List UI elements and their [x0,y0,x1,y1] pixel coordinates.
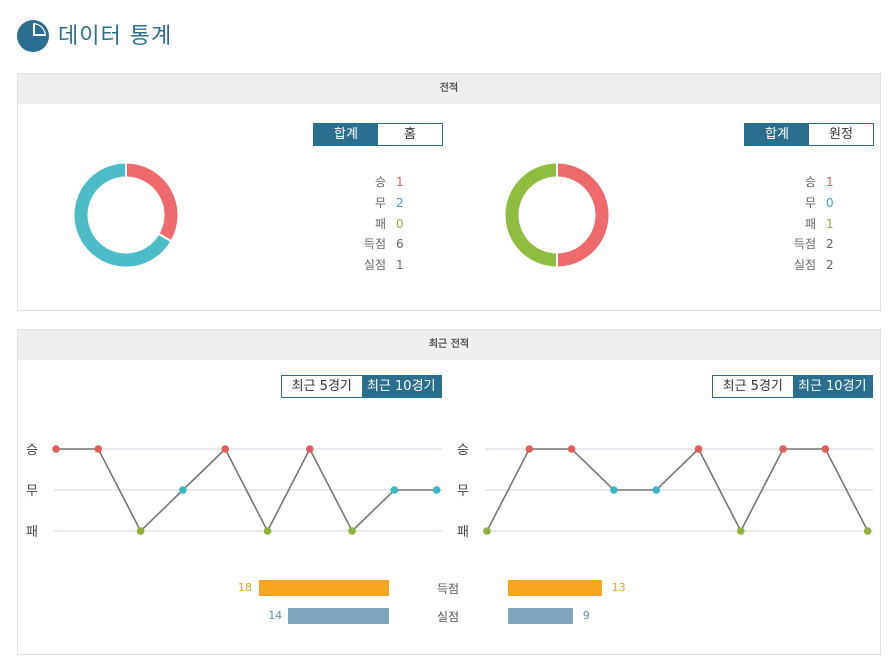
stat-label: 패 [804,217,816,231]
result-line [486,447,869,533]
conceded-label: 실점 [436,610,460,624]
record-panel-title: 전적 [18,74,880,104]
left-scored-bar [259,580,389,596]
right-record-donut [505,163,609,267]
tab-home[interactable]: 홈 [378,124,442,145]
left-record-toggle: 합계 홈 [313,123,443,146]
right-scored-bar [508,580,602,596]
right-record-toggle: 합계 원정 [744,123,874,146]
stat-label: 실점 [793,258,816,272]
left-conceded-bar [288,608,389,624]
result-point [348,527,356,535]
result-point [652,486,660,494]
stat-label: 득점 [793,237,816,251]
result-point [694,445,703,453]
result-point [737,527,745,535]
record-panel: 전적 합계 홈 승 1 무 2 패 0 득점 6 실점 1 [17,73,881,311]
result-line [56,447,437,533]
donut-slice-승 [125,163,178,241]
result-point [779,445,787,453]
right-conceded-value: 9 [582,609,590,622]
right-scored-value: 13 [611,581,626,594]
pie-chart-icon [17,20,49,52]
stat-label: 무 [804,196,816,210]
stat-value: 0 [396,217,404,231]
result-point [483,527,491,535]
recent-panel-title: 최근 전적 [18,330,880,360]
left-recent-toggle: 최근 5경기 최근 10경기 [281,375,442,398]
tab-total[interactable]: 합계 [745,124,809,145]
left-conceded-value: 14 [268,609,283,622]
stat-value: 2 [826,258,834,272]
donut-separator [157,232,173,243]
result-point [525,445,534,453]
stat-value: 1 [396,175,404,189]
right-conceded-bar [508,608,573,624]
tab-last-10[interactable]: 최근 10경기 [361,376,441,397]
y-axis-label: 승 [457,443,469,458]
stat-value: 1 [826,175,834,189]
tab-last-10[interactable]: 최근 10경기 [792,376,872,397]
result-point [94,445,103,453]
result-point [136,527,145,535]
result-point [863,527,872,535]
page-title: 데이터 통계 [58,24,173,49]
y-axis-label: 무 [457,484,469,499]
tab-away[interactable]: 원정 [809,124,873,145]
stat-label: 실점 [363,258,386,272]
tab-total[interactable]: 합계 [314,124,378,145]
result-point [821,445,830,453]
stat-value: 6 [396,237,404,251]
scored-label: 득점 [436,582,460,596]
result-point [52,445,60,453]
stat-label: 무 [374,196,386,210]
stat-value: 1 [396,258,404,272]
stat-value: 2 [826,237,834,251]
donut-slice-승 [556,163,609,267]
left-record-donut [74,163,178,267]
donut-slice-패 [505,163,558,267]
stat-label: 득점 [363,237,386,251]
y-axis-label: 패 [26,525,38,540]
donut-slice-무 [74,163,171,267]
result-point [432,486,441,494]
stat-value: 0 [826,196,834,210]
stat-label: 승 [374,175,386,189]
y-axis-label: 무 [26,484,38,499]
result-point [306,445,314,453]
stat-value: 1 [826,217,834,231]
result-point [610,486,618,494]
right-recent-toggle: 최근 5경기 최근 10경기 [712,375,873,398]
result-point [263,527,272,535]
stat-value: 2 [396,196,404,210]
result-point [221,445,229,453]
result-point [390,486,399,494]
recent-panel: 최근 전적 최근 5경기 최근 10경기 최근 5경기 최근 10경기 [17,329,881,655]
stat-label: 승 [804,175,816,189]
left-scored-value: 18 [238,581,252,594]
y-axis-label: 패 [457,525,469,540]
result-point [179,486,187,494]
stat-label: 패 [374,217,386,231]
tab-last-5[interactable]: 최근 5경기 [282,376,362,397]
left-record-stats: 승 1 무 2 패 0 득점 6 실점 1 [346,172,426,282]
result-point [567,445,576,453]
tab-last-5[interactable]: 최근 5경기 [713,376,793,397]
right-results-chart: 승무패 [457,443,873,540]
y-axis-label: 승 [26,443,38,458]
right-record-stats: 승 1 무 0 패 1 득점 2 실점 2 [776,172,856,282]
left-results-chart: 승무패 [26,443,442,540]
